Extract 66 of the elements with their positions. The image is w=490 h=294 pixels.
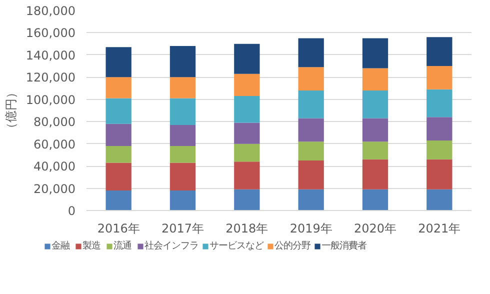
- bar: [426, 140, 452, 160]
- x-tick-label: 2019年: [290, 222, 332, 236]
- bar: [426, 189, 452, 210]
- bar: [234, 44, 260, 74]
- y-tick-label: 60,000: [34, 137, 76, 152]
- y-tick-label: 160,000: [26, 26, 76, 40]
- bar: [234, 74, 260, 96]
- x-tick-label: 2016年: [97, 222, 140, 236]
- bar: [298, 118, 324, 142]
- legend-label: 金融: [51, 240, 71, 252]
- bar: [426, 89, 452, 118]
- y-tick-label: 80,000: [34, 115, 76, 130]
- bar: [234, 189, 260, 210]
- bar: [106, 98, 132, 124]
- bar: [298, 189, 324, 210]
- bar: [362, 68, 388, 90]
- legend-label: 一般消費者: [321, 240, 366, 252]
- bar: [170, 146, 196, 163]
- y-tick-label: 20,000: [34, 182, 76, 196]
- x-tick-label: 2021年: [418, 222, 461, 236]
- bar: [106, 190, 132, 210]
- bar: [426, 37, 452, 66]
- bar: [298, 67, 324, 90]
- bar: [234, 96, 260, 123]
- bar: [362, 118, 388, 142]
- y-tick-label: 100,000: [26, 92, 76, 107]
- bar: [362, 142, 388, 160]
- bar: [170, 190, 196, 210]
- y-axis-title: （億円）: [4, 86, 18, 134]
- y-tick-label: 0: [68, 204, 76, 218]
- bar: [234, 144, 260, 162]
- legend-label: 社会インフラ: [144, 240, 198, 252]
- y-tick-label: 180,000: [26, 4, 76, 18]
- bar: [298, 142, 324, 160]
- bar: [106, 47, 132, 78]
- bar: [298, 90, 324, 118]
- bar: [170, 98, 196, 125]
- bar: [106, 162, 132, 190]
- bar: [362, 189, 388, 210]
- bar: [106, 146, 132, 163]
- legend-label: 流通: [113, 240, 132, 252]
- bar: [170, 77, 196, 98]
- bar: [106, 77, 132, 98]
- y-tick-label: 40,000: [34, 160, 76, 174]
- bar: [170, 124, 196, 146]
- legend-label: 製造: [82, 240, 102, 252]
- y-tick-label: 120,000: [26, 70, 76, 85]
- bar: [426, 117, 452, 140]
- x-tick-label: 2018年: [226, 222, 268, 236]
- x-tick-label: 2017年: [161, 222, 204, 236]
- bar: [234, 122, 260, 144]
- bar: [362, 90, 388, 118]
- legend-label: 公的分野: [274, 240, 310, 252]
- bar: [362, 38, 388, 68]
- bar: [362, 159, 388, 190]
- x-tick-label: 2020年: [354, 222, 397, 236]
- bar: [234, 162, 260, 190]
- bar: [106, 124, 132, 146]
- bar: [426, 66, 452, 90]
- y-tick-label: 140,000: [26, 48, 76, 62]
- bar: [170, 46, 196, 78]
- bar: [298, 160, 324, 190]
- bar: [170, 162, 196, 190]
- legend-label: サービスなど: [209, 240, 264, 252]
- bar: [426, 159, 452, 190]
- bar: [298, 38, 324, 68]
